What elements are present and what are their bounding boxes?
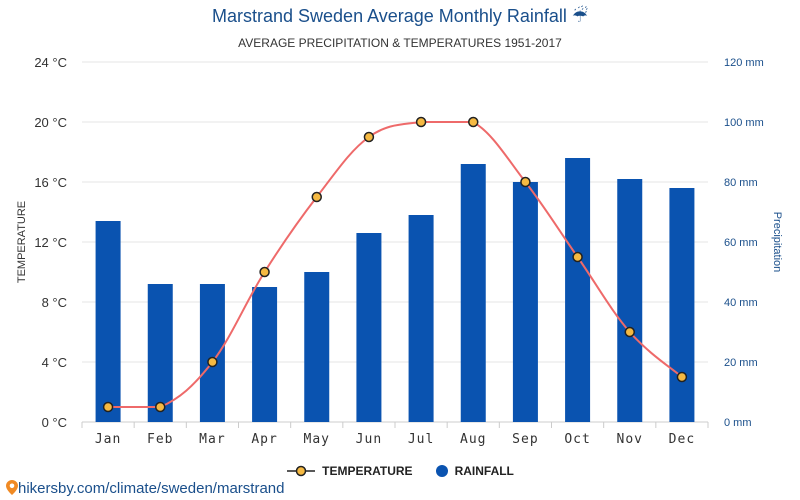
left-tick-label: 4 °C (42, 355, 67, 370)
left-tick-label: 12 °C (34, 235, 67, 250)
legend-line-marker-icon (287, 465, 316, 477)
chart-legend: TEMPERATURE RAINFALL (0, 464, 800, 478)
rainfall-bar (408, 215, 434, 422)
rainfall-bar (356, 233, 382, 422)
rainfall-bar (147, 284, 173, 422)
x-tick-label: May (304, 432, 330, 447)
x-tick-label: Aug (460, 432, 486, 447)
x-tick-label: Nov (617, 432, 643, 447)
x-tick-label: Apr (251, 432, 277, 447)
rainfall-temperature-chart: 0 °C 0 mm 4 °C 20 mm 8 °C 40 mm 12 °C 60 mm 16 °… (16, 55, 783, 447)
rainfall-bar (304, 272, 330, 422)
x-tick-label: Oct (564, 432, 590, 447)
left-tick-label: 16 °C (34, 175, 67, 190)
right-axis-title: Precipitation (771, 212, 783, 273)
x-tick-label: Jan (95, 432, 121, 447)
legend-item-rainfall[interactable]: RAINFALL (435, 464, 514, 478)
source-link[interactable]: hikersby.com/climate/sweden/marstrand (6, 480, 284, 497)
left-axis-title: TEMPERATURE (16, 201, 28, 283)
x-tick-label: Jul (408, 432, 434, 447)
temperature-point (207, 356, 218, 368)
legend-item-temperature[interactable]: TEMPERATURE (286, 464, 413, 478)
temperature-point (259, 266, 270, 278)
left-tick-label: 8 °C (42, 295, 67, 310)
legend-label-temperature: TEMPERATURE (322, 464, 413, 478)
rainfall-bar (199, 284, 225, 422)
chart-subtitle: AVERAGE PRECIPITATION & TEMPERATURES 195… (238, 36, 562, 50)
temperature-point (415, 116, 427, 128)
rainfall-bar (565, 158, 591, 422)
rainfall-bar (669, 188, 695, 422)
temperature-point (676, 371, 688, 383)
right-tick-label: 60 mm (724, 237, 758, 249)
right-tick-label: 80 mm (724, 177, 758, 189)
right-tick-label: 120 mm (724, 57, 764, 69)
temperature-line (108, 121, 683, 409)
left-tick-label: 24 °C (34, 55, 67, 70)
rainfall-bar (512, 182, 538, 422)
right-tick-label: 0 mm (724, 417, 752, 429)
map-pin-icon (6, 480, 18, 495)
temperature-point (624, 326, 635, 338)
left-tick-label: 20 °C (34, 115, 67, 130)
rainfall-bar (617, 179, 643, 422)
temperature-point (311, 191, 322, 203)
right-tick-label: 40 mm (724, 297, 758, 309)
left-tick-label: 0 °C (42, 415, 67, 430)
temperature-point (520, 176, 531, 188)
temperature-point (102, 401, 114, 413)
rainfall-bar (252, 287, 278, 422)
chart-title: Marstrand Sweden Average Monthly Rainfal… (212, 6, 588, 26)
legend-label-rainfall: RAINFALL (454, 464, 514, 478)
rainfall-bar (460, 164, 486, 422)
temperature-point (572, 251, 583, 263)
rainfall-bar (95, 221, 121, 422)
temperature-point (363, 131, 375, 143)
source-url: hikersby.com/climate/sweden/marstrand (18, 480, 285, 497)
temperature-point (155, 401, 166, 413)
right-tick-label: 100 mm (724, 117, 764, 129)
x-tick-label: Feb (147, 432, 173, 447)
x-tick-label: Dec (669, 432, 695, 447)
legend-dot-icon (435, 465, 448, 477)
x-tick-label: Mar (199, 432, 225, 447)
right-tick-label: 20 mm (724, 357, 758, 369)
x-tick-label: Sep (512, 432, 538, 447)
temperature-point (468, 116, 479, 128)
x-tick-label: Jun (356, 432, 382, 447)
